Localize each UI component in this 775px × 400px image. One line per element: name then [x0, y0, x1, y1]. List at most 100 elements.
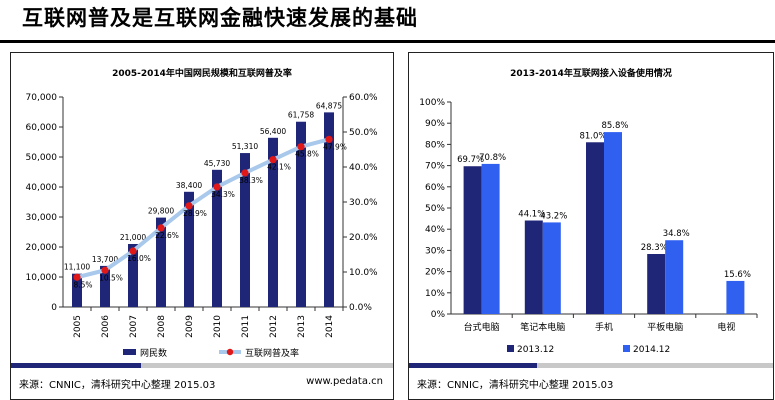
- bar-value-label: 64,875: [316, 101, 342, 110]
- bar: [463, 166, 482, 314]
- bar-value-label: 11,100: [64, 263, 90, 272]
- x-tick-label: 台式电脑: [464, 321, 500, 333]
- device-usage-chart-panel: 2013-2014年互联网接入设备使用情况 0% 10% 20% 30% 40% 50% 60…: [408, 52, 774, 400]
- internet-users-chart: 2005-2014年中国网民规模和互联网普及率 0 10,000 20,000 30,0…: [26, 67, 379, 359]
- device-usage-chart: 2013-2014年互联网接入设备使用情况 0% 10% 20% 30% 40% 50% 60…: [419, 67, 758, 355]
- y-tick-label: 10%: [425, 289, 445, 299]
- bar: [212, 169, 222, 307]
- x-tick-label: 手机: [595, 321, 613, 333]
- bar: [542, 222, 561, 314]
- bar: [128, 244, 138, 307]
- line-value-label: 22.6%: [155, 231, 179, 240]
- y-tick-label: 20,000: [26, 243, 58, 253]
- line-value-label: 34.3%: [211, 190, 235, 199]
- y-tick-label: 50%: [425, 204, 445, 214]
- page-title: 互联网普及是互联网金融快速发展的基础: [22, 6, 418, 30]
- y-tick-label: 100%: [419, 98, 445, 108]
- bar: [586, 142, 604, 314]
- legend-swatch: [507, 345, 514, 352]
- bar-value-label: 15.6%: [724, 270, 751, 280]
- legend-line-label: 互联网普及率: [245, 347, 299, 359]
- legend-bar-label: 网民数: [140, 347, 167, 359]
- y2-tick-label: 40.0%: [349, 163, 378, 173]
- y2-tick-label: 30.0%: [349, 198, 378, 208]
- bar-value-label: 29,800: [148, 207, 174, 216]
- y2-tick-label: 20.0%: [349, 233, 378, 243]
- y2-tick-label: 50.0%: [349, 128, 378, 138]
- bar: [726, 280, 745, 314]
- internet-users-chart-panel: 2005-2014年中国网民规模和互联网普及率 0 10,000 20,000 30,0…: [10, 52, 394, 400]
- bar: [481, 163, 500, 314]
- bar-value-label: 28.3%: [641, 243, 668, 253]
- y2-tick-label: 0.0%: [349, 303, 372, 313]
- footer-bar: [11, 363, 393, 368]
- y-tick-label: 60%: [425, 183, 445, 193]
- x-tick-label: 平板电脑: [647, 321, 683, 333]
- y-tick-label: 0%: [431, 310, 446, 320]
- source-note: 来源：CNNIC，清科研究中心整理 2015.03: [417, 380, 614, 391]
- y-tick-label: 70%: [425, 162, 445, 172]
- legend-swatch: [623, 345, 630, 352]
- bar: [184, 191, 194, 307]
- footer-bar: [409, 363, 773, 368]
- source-note: 来源：CNNIC，清科研究中心整理 2015.03: [19, 380, 216, 391]
- bar: [72, 273, 82, 307]
- line-value-label: 45.8%: [295, 150, 319, 159]
- bar: [268, 137, 278, 307]
- x-tick-label: 2010: [213, 315, 223, 338]
- bar: [604, 132, 622, 314]
- bar-value-label: 70.8%: [479, 153, 506, 163]
- bar: [296, 121, 306, 307]
- legend-line-marker: [226, 348, 234, 356]
- bar: [647, 254, 666, 314]
- y2-tick-label: 60.0%: [349, 93, 378, 103]
- line-value-label: 16.0%: [127, 254, 151, 263]
- bar-value-label: 43.2%: [540, 211, 567, 221]
- line-point: [325, 135, 333, 143]
- line-value-label: 38.3%: [239, 176, 263, 185]
- line-point: [129, 247, 137, 255]
- legend-label: 2013.12: [517, 345, 554, 355]
- bar-value-label: 45,730: [204, 159, 230, 168]
- chart-title: 2005-2014年中国网民规模和互联网普及率: [112, 67, 292, 79]
- x-tick-label: 2008: [157, 315, 167, 338]
- bar-value-label: 38,400: [176, 181, 202, 190]
- x-tick-label: 2013: [297, 315, 307, 338]
- y-tick-label: 30,000: [26, 213, 58, 223]
- bar-value-label: 51,310: [232, 142, 258, 151]
- x-tick-label: 2006: [101, 315, 111, 338]
- x-tick-label: 2014: [325, 315, 335, 338]
- penetration-line: [76, 137, 330, 280]
- line-value-label: 8.5%: [73, 280, 92, 289]
- bar-value-label: 44.1%: [518, 210, 545, 220]
- line-value-label: 10.5%: [99, 273, 123, 282]
- y-tick-label: 40,000: [26, 183, 58, 193]
- bar-value-label: 85.8%: [601, 121, 628, 131]
- y-tick-label: 10,000: [26, 273, 58, 283]
- line-point: [101, 266, 109, 274]
- x-tick-label: 2005: [73, 315, 83, 338]
- y-tick-label: 90%: [425, 119, 445, 129]
- legend-label: 2014.12: [633, 345, 670, 355]
- y2-tick-label: 10.0%: [349, 268, 378, 278]
- y-tick-label: 50,000: [26, 153, 58, 163]
- bar-value-label: 13,700: [92, 255, 118, 264]
- bar-value-label: 61,758: [288, 111, 314, 120]
- y-tick-label: 40%: [425, 225, 445, 235]
- bar-value-label: 56,400: [260, 127, 286, 136]
- line-point: [269, 156, 277, 164]
- x-tick-label: 笔记本电脑: [520, 321, 565, 333]
- legend-bar-swatch: [123, 349, 136, 355]
- bar: [665, 240, 684, 314]
- x-tick-label: 2012: [269, 315, 279, 338]
- bar-value-label: 21,000: [120, 233, 146, 242]
- y-tick-label: 70,000: [26, 93, 58, 103]
- bar: [100, 265, 110, 307]
- x-tick-label: 2009: [185, 315, 195, 338]
- x-tick-label: 2007: [129, 315, 139, 338]
- y-tick-label: 30%: [425, 246, 445, 256]
- line-point: [241, 169, 249, 177]
- website-link[interactable]: www.pedata.cn: [306, 376, 383, 387]
- x-tick-label: 2011: [241, 315, 251, 338]
- bar: [240, 153, 250, 307]
